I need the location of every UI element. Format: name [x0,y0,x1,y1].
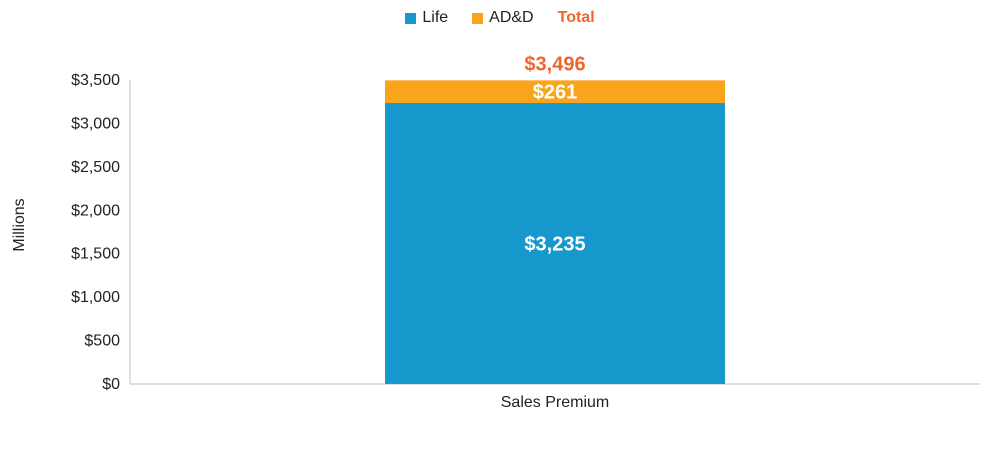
bar-ad-d [385,80,725,104]
y-tick-label: $1,500 [71,246,120,263]
y-tick-label: $3,500 [71,72,120,89]
legend-label-total: Total [557,9,595,26]
legend-swatch-add [472,12,484,24]
legend-swatch-life [405,12,417,24]
legend-item-total: Total [558,9,595,27]
y-tick-label: $2,000 [71,202,120,219]
total-label: $3,496 [524,53,585,75]
x-tick-label: Sales Premium [500,394,610,411]
y-tick-label: $3,000 [71,115,120,132]
legend-item-add: AD&D [472,9,534,27]
legend-item-life: Life [405,9,448,27]
y-tick-label: $0 [102,376,120,393]
y-tick-label: $1,000 [71,289,120,306]
legend-label-life: Life [422,9,449,26]
y-tick-label: $2,500 [71,159,120,176]
bar-life [385,103,725,384]
data-label-life: $3,235 [524,234,585,256]
chart-legend: Life AD&D Total [0,9,1000,27]
y-tick-label: $500 [84,333,120,350]
data-label-ad-d: $261 [533,82,578,104]
legend-label-add: AD&D [489,9,534,26]
